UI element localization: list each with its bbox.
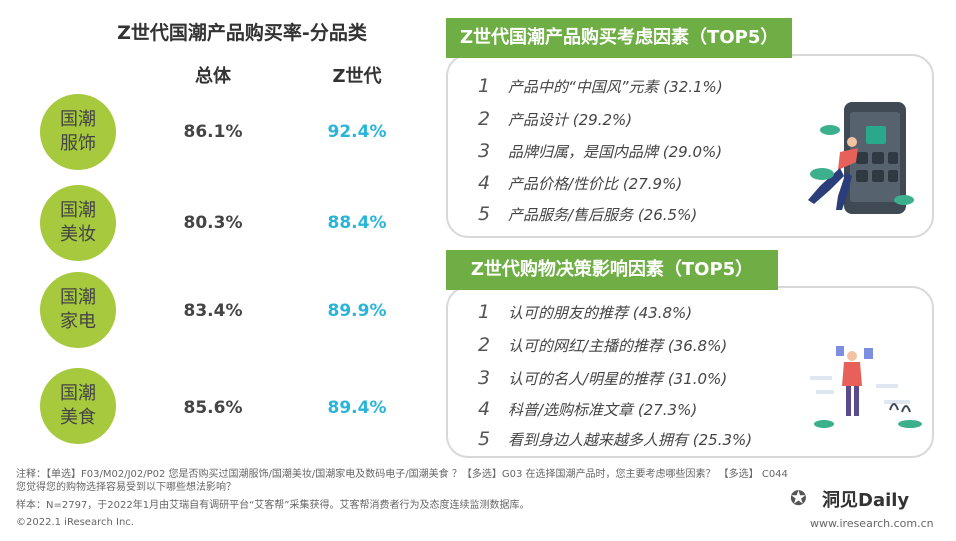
- category-label-line2: 美食: [60, 407, 96, 428]
- item-rank: 1: [478, 75, 491, 97]
- value-genz-appliance: 89.9%: [327, 301, 387, 321]
- sample-note: 样本：N=2797，于2022年1月由艾瑞自有调研平台“艾客帮”采集获得。艾客帮…: [16, 500, 530, 511]
- category-label-line1: 国潮: [60, 287, 96, 308]
- item-rank: 1: [478, 301, 491, 323]
- purchase-factor-item: 3 品牌归属，是国内品牌 (29.0%): [478, 140, 722, 162]
- category-label-line2: 美妆: [60, 224, 96, 245]
- item-text: 产品设计 (29.2%): [508, 111, 633, 129]
- item-text: 产品价格/性价比 (27.9%): [508, 175, 683, 193]
- footnote-line1: 注释：【单选】F03/M02/J02/P02 您是否购买过国潮服饰/国潮美妆/国…: [16, 469, 788, 480]
- item-rank: 3: [478, 140, 491, 162]
- phone-shopping-illustration: [808, 102, 914, 214]
- value-genz-beauty: 88.4%: [327, 213, 387, 233]
- decision-factor-item: 4 科普/选购标准文章 (27.3%): [478, 398, 697, 420]
- header-genz: Z世代: [332, 66, 382, 87]
- decision-factor-item: 1 认可的朋友的推荐 (43.8%): [478, 301, 692, 323]
- item-rank: 2: [478, 334, 491, 356]
- decision-factor-item: 5 看到身边人越来越多人拥有 (25.3%): [478, 428, 752, 450]
- category-label-line1: 国潮: [60, 383, 96, 404]
- left-chart-title: Z世代国潮产品购买率-分品类: [117, 22, 367, 44]
- item-text: 看到身边人越来越多人拥有 (25.3%): [508, 431, 753, 449]
- brand-logo-text: 洞见Daily: [822, 490, 910, 511]
- item-rank: 3: [478, 367, 491, 389]
- category-circle-food: 国潮 美食: [40, 368, 116, 444]
- purchase-factor-item: 2 产品设计 (29.2%): [478, 108, 632, 130]
- item-rank: 4: [478, 398, 491, 420]
- purchase-factor-item: 4 产品价格/性价比 (27.9%): [478, 172, 682, 194]
- copyright: ©2022.1 iResearch Inc.: [16, 517, 134, 528]
- value-genz-apparel: 92.4%: [327, 122, 387, 142]
- value-genz-food: 89.4%: [327, 398, 387, 418]
- category-circle-beauty: 国潮 美妆: [40, 185, 116, 261]
- item-text: 科普/选购标准文章 (27.3%): [508, 401, 698, 419]
- category-label-line1: 国潮: [60, 109, 96, 130]
- value-total-food: 85.6%: [183, 398, 243, 418]
- purchase-factor-item: 5 产品服务/售后服务 (26.5%): [478, 203, 697, 225]
- item-rank: 2: [478, 108, 491, 130]
- category-label-line1: 国潮: [60, 200, 96, 221]
- wechat-icon: ✪: [790, 486, 807, 510]
- item-text: 产品服务/售后服务 (26.5%): [508, 206, 698, 224]
- item-text: 认可的朋友的推荐 (43.8%): [508, 304, 693, 322]
- item-rank: 5: [478, 428, 491, 450]
- website-link[interactable]: www.iresearch.com.cn: [810, 517, 934, 530]
- category-circle-appliance: 国潮 家电: [40, 272, 116, 348]
- header-total: 总体: [195, 66, 231, 87]
- category-circle-apparel: 国潮 服饰: [40, 94, 116, 170]
- item-rank: 4: [478, 172, 491, 194]
- decision-factor-item: 2 认可的网红/主播的推荐 (36.8%): [478, 334, 727, 356]
- value-total-appliance: 83.4%: [183, 301, 243, 321]
- footnote-line2: 您觉得您的购物选择容易受到以下哪些想法影响？: [16, 482, 236, 493]
- item-text: 产品中的“中国风”元素 (32.1%): [508, 78, 723, 96]
- purchase-factors-banner: Z世代国潮产品购买考虑因素（TOP5）: [446, 18, 793, 58]
- shopper-illustration: [810, 346, 922, 428]
- category-label-line2: 家电: [60, 311, 96, 332]
- value-total-apparel: 86.1%: [183, 122, 243, 142]
- purchase-factor-item: 1 产品中的“中国风”元素 (32.1%): [478, 75, 723, 97]
- category-label-line2: 服饰: [60, 133, 96, 154]
- item-text: 认可的名人/明星的推荐 (31.0%): [508, 370, 728, 388]
- decision-factor-item: 3 认可的名人/明星的推荐 (31.0%): [478, 367, 727, 389]
- item-text: 品牌归属，是国内品牌 (29.0%): [508, 143, 723, 161]
- decision-factors-banner: Z世代购物决策影响因素（TOP5）: [446, 250, 778, 290]
- item-rank: 5: [478, 203, 491, 225]
- value-total-beauty: 80.3%: [183, 213, 243, 233]
- item-text: 认可的网红/主播的推荐 (36.8%): [508, 337, 728, 355]
